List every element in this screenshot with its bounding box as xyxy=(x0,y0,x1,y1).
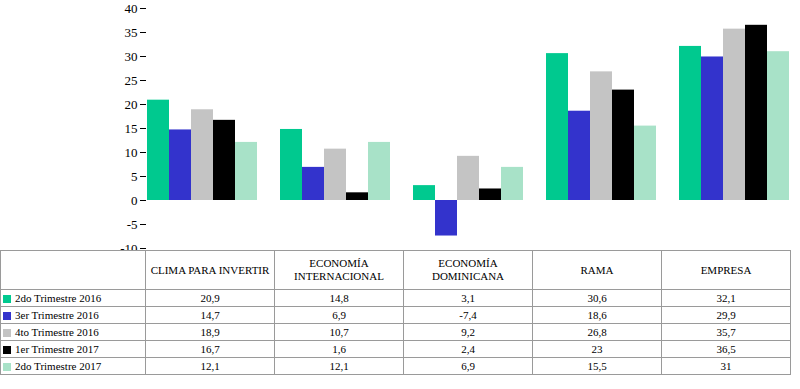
svg-text:0: 0 xyxy=(131,193,138,208)
svg-text:25: 25 xyxy=(125,73,138,88)
html-text:2,4: 2,4 xyxy=(461,343,475,355)
html-text:12,1: 12,1 xyxy=(329,360,349,372)
html-text:14,8: 14,8 xyxy=(329,292,349,304)
html-text:36,5: 36,5 xyxy=(716,343,736,355)
svg-text:-5: -5 xyxy=(127,217,138,232)
html-text:10,7: 10,7 xyxy=(329,326,349,338)
html-text:16,7: 16,7 xyxy=(200,343,220,355)
svg-text:-10: -10 xyxy=(120,241,137,250)
html-text:15,5: 15,5 xyxy=(587,360,607,372)
html-text:14,7: 14,7 xyxy=(200,309,220,321)
html-text:1er Trimestre 2017: 1er Trimestre 2017 xyxy=(15,343,99,355)
html-text:18,9: 18,9 xyxy=(200,326,220,338)
html-text:-7,4: -7,4 xyxy=(459,309,477,321)
html-text:3,1: 3,1 xyxy=(461,292,475,304)
html-text:RAMA: RAMA xyxy=(580,263,614,276)
html-text:6,9: 6,9 xyxy=(332,309,346,321)
html-text:31: 31 xyxy=(720,360,732,372)
html-text:29,9: 29,9 xyxy=(716,309,736,321)
svg-text:5: 5 xyxy=(131,169,138,184)
html-text:4to Trimestre 2016: 4to Trimestre 2016 xyxy=(15,326,99,338)
html-text:23: 23 xyxy=(591,343,603,355)
svg-text:20: 20 xyxy=(125,97,138,112)
html-text:35,7: 35,7 xyxy=(716,326,736,338)
html-text:2do Trimestre 2016: 2do Trimestre 2016 xyxy=(15,292,102,304)
html-text:3er Trimestre 2016: 3er Trimestre 2016 xyxy=(15,309,99,321)
svg-text:30: 30 xyxy=(125,49,138,64)
html-text:CLIMA PARA INVERTIR: CLIMA PARA INVERTIR xyxy=(150,263,270,276)
svg-text:35: 35 xyxy=(125,25,138,40)
html-text:ECONOMÍA INTERNACIONAL: ECONOMÍA INTERNACIONAL xyxy=(294,257,384,282)
html-text:ECONOMÍA DOMINICANA: ECONOMÍA DOMINICANA xyxy=(431,257,504,282)
html-text:18,6: 18,6 xyxy=(587,309,607,321)
html-text:32,1: 32,1 xyxy=(716,292,736,304)
html-text:1,6: 1,6 xyxy=(332,343,346,355)
html-text:EMPRESA: EMPRESA xyxy=(700,263,752,276)
svg-text:15: 15 xyxy=(125,121,138,136)
html-text:30,6: 30,6 xyxy=(587,292,607,304)
html-text:2do Trimestre 2017: 2do Trimestre 2017 xyxy=(15,360,102,372)
html-text:12,1: 12,1 xyxy=(200,360,220,372)
svg-text:10: 10 xyxy=(125,145,138,160)
html-text:6,9: 6,9 xyxy=(461,360,475,372)
html-text:9,2: 9,2 xyxy=(461,326,475,338)
html-text:26,8: 26,8 xyxy=(587,326,607,338)
svg-text:40: 40 xyxy=(125,1,138,16)
html-text:20,9: 20,9 xyxy=(200,292,220,304)
